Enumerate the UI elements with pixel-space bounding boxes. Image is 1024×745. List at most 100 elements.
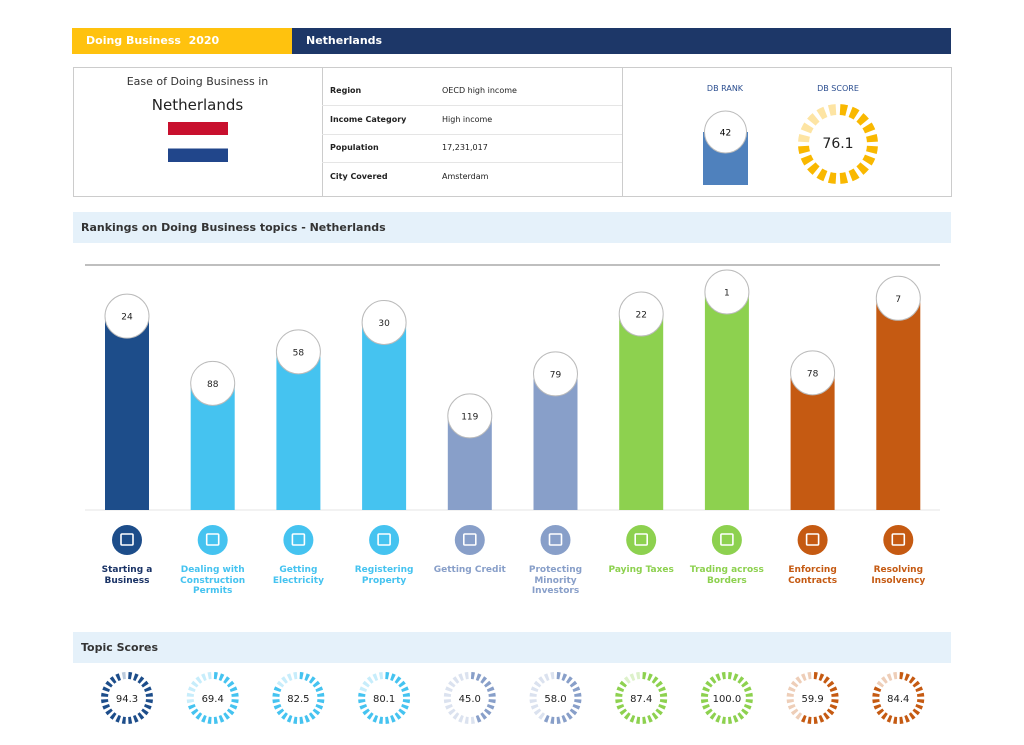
ring-segment	[916, 699, 925, 704]
ring-segment	[642, 716, 647, 724]
rank-bubble	[875, 275, 921, 321]
ring-segment	[358, 692, 366, 697]
ring-segment	[394, 712, 402, 720]
rank-bar	[619, 314, 664, 510]
ring-segment	[475, 714, 482, 723]
ring-segment	[862, 122, 876, 134]
ring-segment	[188, 686, 196, 692]
ring-segment	[899, 672, 904, 680]
ring-segment	[488, 699, 496, 704]
ring-segment	[121, 716, 126, 724]
rank-value: 119	[461, 412, 478, 422]
ring-segment	[213, 672, 218, 680]
ring-segment	[286, 673, 293, 682]
topic-name: Enforcing Contracts	[788, 565, 838, 586]
ring-segment	[655, 708, 663, 716]
ring-segment	[912, 680, 920, 688]
topic-icon-glyph	[377, 533, 391, 546]
ring-segment	[893, 716, 898, 724]
ring-segment	[741, 708, 749, 716]
ring-segment	[484, 708, 492, 716]
ring-segment	[448, 708, 456, 716]
ring-segment	[312, 708, 321, 716]
header-economy: Netherlands	[306, 34, 383, 47]
ring-segment	[876, 708, 885, 716]
ring-segment	[829, 704, 838, 710]
ring-segment	[484, 680, 492, 688]
ring-segment	[826, 708, 835, 716]
detail-value: 17,231,017	[442, 143, 488, 152]
ring-segment	[529, 699, 537, 704]
topic-icon-glyph	[634, 533, 649, 546]
ring-segment	[915, 704, 923, 710]
ring-segment	[615, 692, 623, 697]
rank-bar	[362, 322, 407, 510]
ring-segment	[115, 714, 121, 723]
ring-segment	[362, 680, 370, 688]
topic-icon	[197, 525, 228, 555]
ring-segment	[629, 714, 636, 723]
rank-value: 30	[378, 319, 390, 329]
ring-segment	[798, 145, 810, 155]
detail-rule	[322, 105, 622, 106]
rank-value: 58	[293, 348, 305, 358]
topic-icon	[283, 525, 314, 555]
ring-segment	[486, 686, 495, 692]
ring-segment	[728, 672, 733, 680]
ring-segment	[195, 712, 203, 720]
topic-score-ring	[872, 672, 925, 724]
ring-segment	[787, 686, 796, 692]
ring-segment	[839, 172, 849, 184]
topic-score-ring	[786, 672, 839, 724]
ring-segment	[276, 680, 285, 688]
topic-score: 80.1	[373, 694, 395, 705]
topic-score: 58.0	[544, 694, 566, 705]
ring-segment	[800, 673, 807, 682]
detail-rule	[322, 162, 622, 163]
ring-segment	[464, 672, 469, 680]
ring-segment	[281, 676, 288, 684]
ring-segment	[904, 714, 910, 723]
ring-segment	[115, 673, 121, 682]
rank-value: 7	[895, 295, 901, 305]
ring-segment	[218, 673, 225, 682]
ring-segment	[452, 676, 460, 684]
rank-bar	[704, 292, 749, 510]
topic-name: Getting Credit	[433, 565, 506, 575]
ring-segment	[188, 704, 196, 710]
divider	[622, 68, 623, 196]
ring-segment	[186, 692, 195, 697]
ring-segment	[732, 673, 739, 682]
rankings-band: Rankings on Doing Business topics - Neth…	[73, 212, 951, 243]
rank-bar	[790, 372, 835, 510]
ring-segment	[394, 676, 402, 684]
ring-segment	[743, 704, 752, 710]
topic-icon	[711, 525, 742, 555]
ring-segment	[647, 714, 653, 723]
ring-segment	[223, 676, 230, 684]
topic-name: Resolving Insolvency	[871, 565, 926, 586]
ring-segment	[445, 686, 453, 692]
rank-bar	[533, 373, 578, 510]
ring-segment	[143, 704, 152, 710]
topic-score-ring	[186, 672, 239, 724]
ring-segment	[856, 113, 869, 126]
ring-segment	[848, 168, 860, 182]
rank-value: 24	[121, 313, 133, 323]
ring-segment	[488, 692, 496, 697]
ring-segment	[105, 708, 113, 716]
ring-segment	[818, 673, 825, 682]
detail-label: City Covered	[330, 171, 388, 181]
ring-segment	[452, 712, 460, 720]
topic-icon	[797, 525, 828, 555]
ring-segment	[737, 676, 745, 684]
ring-segment	[385, 716, 390, 724]
topic-name: Registering Property	[354, 565, 414, 586]
rank-bubble	[704, 269, 750, 315]
ring-segment	[402, 699, 411, 704]
ring-segment	[229, 686, 238, 692]
ring-segment	[700, 699, 709, 704]
ring-segment	[550, 672, 555, 680]
ring-segment	[795, 712, 803, 720]
topic-score-ring	[272, 672, 325, 724]
